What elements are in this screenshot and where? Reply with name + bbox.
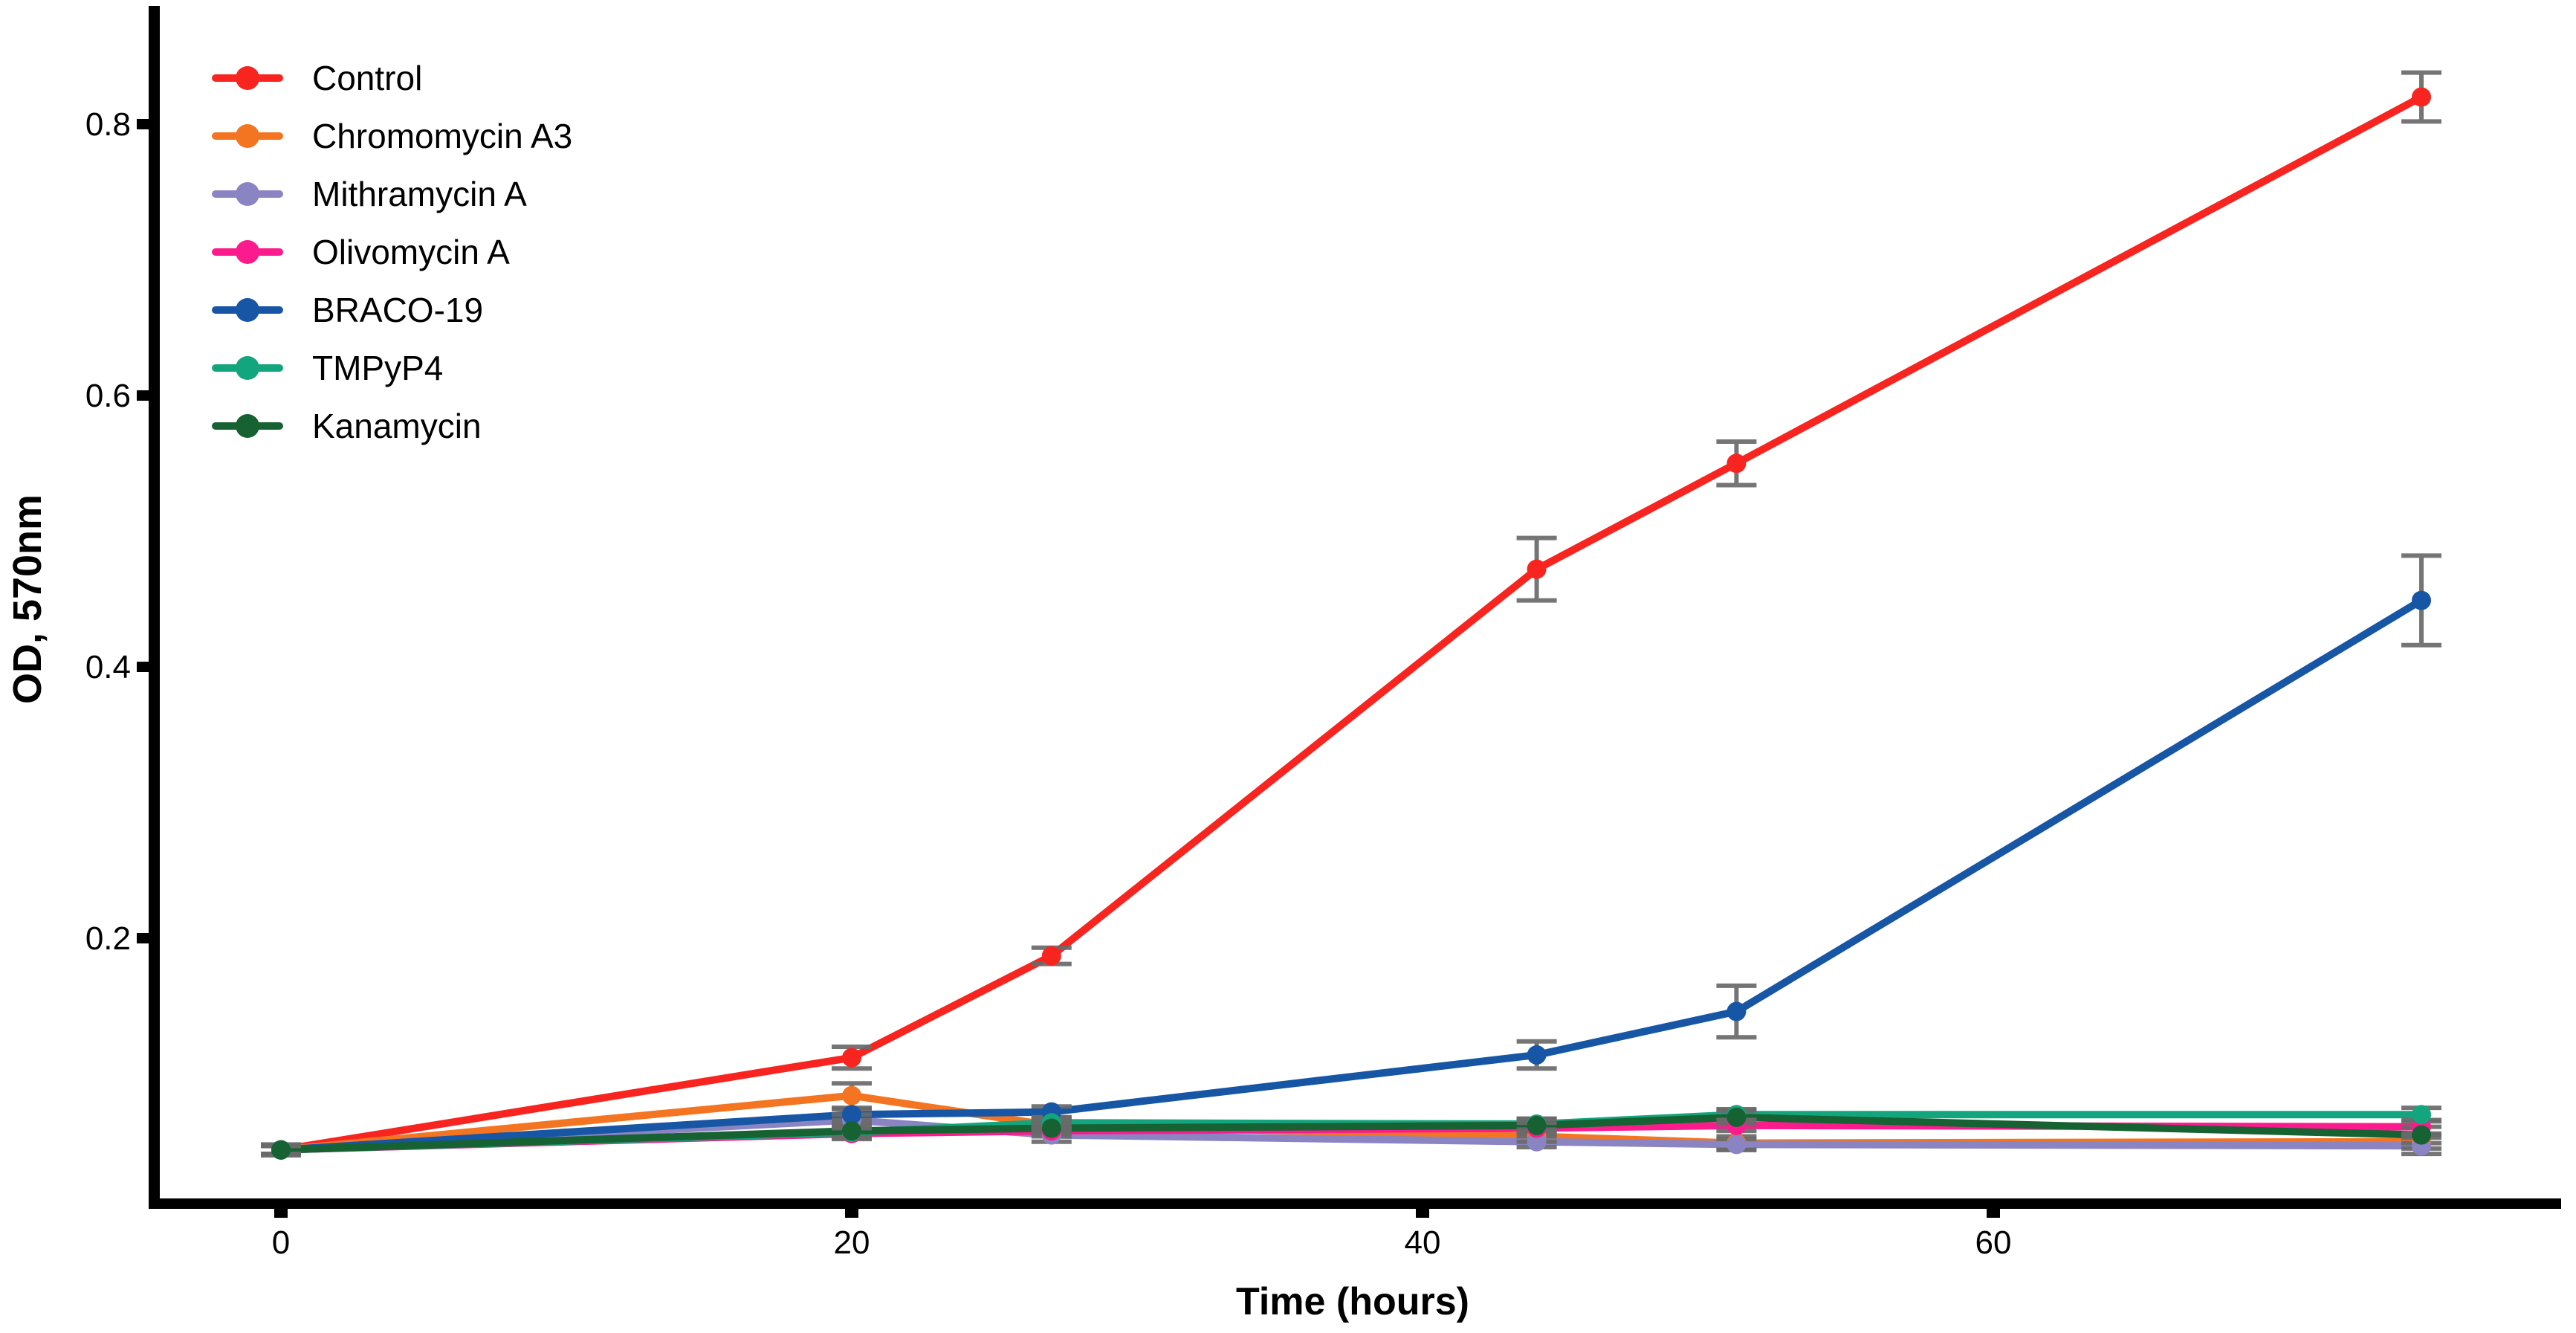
legend-label-mithramycin-a: Mithramycin A: [312, 175, 527, 213]
y-axis-line: [149, 6, 160, 1209]
x-tick-label: 40: [1405, 1224, 1441, 1261]
y-tick-label: 0.4: [85, 649, 131, 685]
legend-item-kanamycin: Kanamycin: [212, 407, 482, 445]
y-tick-label: 0.2: [85, 920, 131, 957]
legend-marker-kanamycin: [236, 414, 259, 438]
legend: Control Chromomycin A3 Mithramycin A Olivom…: [212, 59, 572, 445]
series-line-kanamycin: [277, 1113, 2425, 1154]
x-tick-label: 20: [834, 1224, 870, 1261]
axes: 0.2 0.4 0.6 0.8 0 20 40 60: [85, 6, 2561, 1261]
data-point-kanamycin: [1527, 1115, 1547, 1135]
data-point-chromomycin-a3: [842, 1085, 861, 1106]
data-point-tmpyp4: [2412, 1105, 2431, 1125]
data-point-control: [2412, 87, 2431, 107]
legend-label-control: Control: [312, 59, 422, 97]
legend-marker-tmpyp4: [236, 356, 259, 380]
data-point-kanamycin: [1726, 1107, 1747, 1127]
y-axis-title: OD, 570nm: [5, 494, 50, 704]
y-tick-mark: [137, 933, 150, 943]
legend-label-braco-19: BRACO-19: [312, 291, 483, 329]
data-point-kanamycin: [271, 1140, 291, 1160]
data-point-braco-19: [1726, 1001, 1747, 1021]
y-tick-label: 0.8: [85, 106, 131, 143]
legend-item-chromomycin-a3: Chromomycin A3: [212, 117, 572, 155]
series-line-mithramycin-a: [277, 1116, 2425, 1154]
legend-item-tmpyp4: TMPyP4: [212, 349, 443, 387]
x-tick-mark: [1987, 1209, 2000, 1218]
legend-label-olivomycin-a: Olivomycin A: [312, 233, 510, 271]
x-axis-title: Time (hours): [1236, 1280, 1469, 1323]
data-points: [271, 87, 2431, 1160]
x-tick-mark: [1416, 1209, 1429, 1218]
data-point-braco-19: [1527, 1045, 1547, 1065]
data-point-control: [1726, 454, 1747, 474]
legend-label-chromomycin-a3: Chromomycin A3: [312, 117, 572, 155]
legend-item-control: Control: [212, 59, 422, 97]
data-point-control: [1041, 946, 1061, 966]
legend-marker-control: [236, 66, 259, 90]
series-line-control: [277, 93, 2425, 1154]
legend-label-kanamycin: Kanamycin: [312, 407, 482, 445]
data-point-kanamycin: [842, 1121, 861, 1141]
data-point-kanamycin: [1041, 1118, 1061, 1138]
data-point-control: [842, 1048, 861, 1068]
error-bars: [261, 70, 2441, 1158]
legend-marker-braco-19: [236, 298, 259, 322]
legend-label-tmpyp4: TMPyP4: [312, 349, 443, 387]
x-tick-label: 0: [272, 1224, 290, 1261]
data-point-braco-19: [842, 1105, 861, 1125]
legend-marker-chromomycin-a3: [236, 124, 259, 148]
y-tick-mark: [137, 119, 150, 129]
y-tick-mark: [137, 662, 150, 672]
x-axis-line: [149, 1198, 2561, 1209]
legend-item-olivomycin-a: Olivomycin A: [212, 233, 510, 271]
series-line-braco-19: [277, 596, 2425, 1154]
legend-item-braco-19: BRACO-19: [212, 291, 483, 329]
data-point-control: [1527, 559, 1547, 579]
series-lines: [277, 93, 2425, 1154]
x-tick-mark: [274, 1209, 288, 1218]
legend-marker-olivomycin-a: [236, 240, 259, 264]
x-tick-mark: [845, 1209, 858, 1218]
x-tick-label: 60: [1975, 1224, 2012, 1261]
data-point-braco-19: [2412, 590, 2431, 610]
y-tick-mark: [137, 390, 150, 401]
y-tick-label: 0.6: [85, 378, 131, 414]
data-point-mithramycin-a: [1527, 1132, 1547, 1152]
legend-item-mithramycin-a: Mithramycin A: [212, 175, 527, 213]
data-point-kanamycin: [2412, 1125, 2431, 1145]
data-point-mithramycin-a: [1726, 1134, 1747, 1155]
legend-marker-mithramycin-a: [236, 182, 259, 206]
